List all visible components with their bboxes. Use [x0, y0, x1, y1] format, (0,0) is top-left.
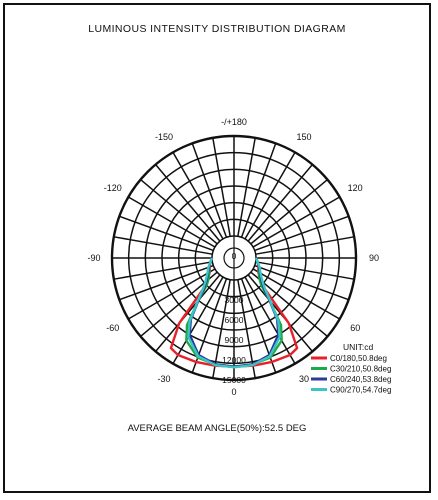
radial-tick-label: 15000: [222, 375, 246, 385]
intensity-curves: [169, 257, 299, 369]
curve-c90: [187, 257, 281, 369]
grid-spoke: [252, 268, 341, 320]
grid-spoke: [240, 143, 277, 238]
angle-label: 150: [296, 132, 311, 142]
angle-label: -120: [104, 183, 122, 193]
unit-label: UNIT:cd: [343, 342, 374, 352]
polar-chart: -/+180 150 120 90 60 30 0 -30 -60 -90 -120 -150 0 30…: [87, 117, 391, 397]
grid-spoke: [212, 279, 231, 379]
angle-label: -150: [155, 132, 173, 142]
grid-spoke: [250, 179, 328, 245]
grid-spoke: [113, 236, 213, 255]
radial-tick-label: 6000: [225, 315, 244, 325]
grid-spoke: [255, 261, 355, 280]
grid-spoke: [247, 164, 313, 242]
angle-label: 30: [299, 374, 309, 384]
angle-label: -/+180: [221, 117, 247, 127]
angle-labels: -/+180 150 120 90 60 30 0 -30 -60 -90 -120 -150: [87, 117, 379, 397]
legend-label: C30/210,50.8deg: [330, 365, 391, 374]
grid-spoke: [127, 268, 216, 320]
legend-label: C60/240,53.8deg: [330, 375, 391, 384]
legend-label: C90/270,54.7deg: [330, 386, 391, 395]
grid-spoke: [140, 179, 218, 245]
grid-spoke: [237, 137, 256, 237]
angle-label: 90: [369, 253, 379, 263]
grid-spoke: [113, 261, 213, 280]
angle-label: -30: [157, 374, 170, 384]
angle-label: 0: [231, 387, 236, 397]
polar-grid: [110, 134, 358, 382]
grid-spoke: [254, 264, 349, 301]
grid-spoke: [254, 215, 349, 252]
grid-spoke: [237, 279, 256, 379]
angle-label: -90: [87, 253, 100, 263]
grid-spoke: [191, 143, 228, 238]
radial-tick-label: 3000: [225, 295, 244, 305]
legend-label: C0/180,50.8deg: [330, 354, 387, 363]
angle-label: -60: [106, 323, 119, 333]
radial-tick-label: 12000: [222, 355, 246, 365]
grid-spoke: [244, 151, 296, 240]
diagram-frame: LUMINOUS INTENSITY DISTRIBUTION DIAGRAM …: [3, 3, 431, 493]
radial-tick-labels: 0 3000 6000 9000 12000 15000: [222, 251, 246, 385]
radial-tick-label: 9000: [225, 335, 244, 345]
angle-label: 120: [348, 183, 363, 193]
grid-spoke: [172, 276, 224, 365]
grid-spoke: [119, 264, 214, 301]
grid-spoke: [155, 164, 221, 242]
grid-spoke: [172, 151, 224, 240]
grid-spoke: [212, 137, 231, 237]
chart-title: LUMINOUS INTENSITY DISTRIBUTION DIAGRAM: [88, 23, 346, 35]
beam-angle-caption: AVERAGE BEAM ANGLE(50%):52.5 DEG: [127, 423, 307, 434]
grid-spoke: [127, 196, 216, 248]
radial-center-label: 0: [232, 251, 237, 261]
angle-label: 60: [350, 323, 360, 333]
grid-spoke: [255, 236, 355, 255]
grid-spoke: [244, 276, 296, 365]
legend: UNIT:cd C0/180,50.8deg C30/210,50.8degC60/…: [311, 342, 391, 395]
grid-spoke: [252, 196, 341, 248]
grid-spoke: [119, 215, 214, 252]
